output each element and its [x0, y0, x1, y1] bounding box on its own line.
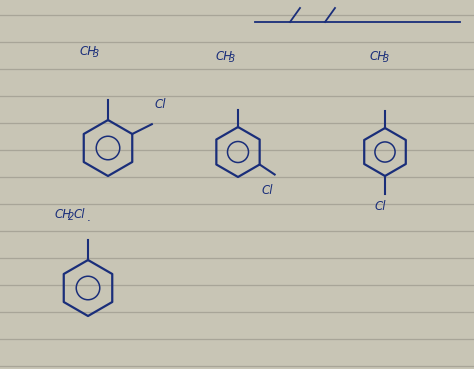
- Text: 3: 3: [229, 54, 235, 64]
- Text: 2: 2: [68, 212, 74, 222]
- Text: .: .: [87, 211, 91, 224]
- Text: Cl: Cl: [155, 98, 166, 111]
- Text: 3: 3: [383, 54, 389, 64]
- Text: CH: CH: [370, 50, 387, 63]
- Text: 3: 3: [93, 49, 99, 59]
- Text: Cl: Cl: [74, 208, 85, 221]
- Text: CH: CH: [216, 50, 233, 63]
- Text: CH: CH: [80, 45, 97, 58]
- Text: Cl: Cl: [375, 200, 386, 213]
- Text: Cl: Cl: [262, 184, 273, 197]
- Text: CH: CH: [55, 208, 72, 221]
